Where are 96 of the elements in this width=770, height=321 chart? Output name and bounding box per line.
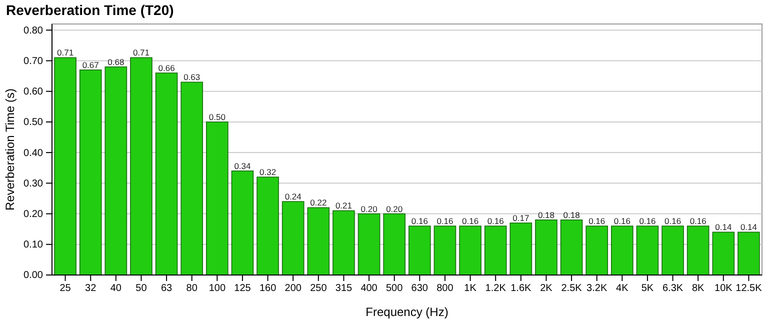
data-label: 0.16 [588, 216, 606, 226]
bar [180, 82, 204, 276]
data-label: 0.17 [512, 212, 530, 223]
data-label: 0.16 [614, 216, 631, 226]
x-tick-label: 315 [335, 283, 352, 294]
bar [510, 222, 532, 276]
bar [155, 72, 178, 276]
bar [307, 207, 330, 276]
bar [636, 226, 659, 276]
y-tick-label: 0.10 [24, 240, 44, 251]
data-label: 0.21 [335, 200, 352, 211]
bar [662, 226, 684, 276]
data-label: 0.71 [57, 48, 74, 58]
bar [358, 213, 380, 276]
x-tick-label: 250 [310, 283, 328, 294]
bar [231, 170, 254, 276]
x-tick-label: 2.5K [561, 283, 582, 294]
x-tick-label: 630 [411, 283, 428, 294]
x-tick-label: 25 [60, 283, 72, 294]
x-tick-label: 63 [160, 283, 173, 294]
x-tick-label: 1.6K [510, 283, 532, 294]
bar [434, 226, 456, 276]
x-tick-label: 500 [386, 283, 404, 294]
x-tick-label: 4K [616, 283, 629, 294]
x-tick-label: 1.2K [485, 283, 506, 294]
x-tick-label: 1K [464, 283, 477, 294]
y-tick-label: 0.80 [24, 25, 44, 36]
x-tick-label: 200 [284, 283, 302, 294]
data-label: 0.67 [82, 60, 100, 70]
data-label: 0.16 [487, 216, 504, 226]
y-tick-label: 0.40 [24, 148, 44, 159]
bar [560, 220, 583, 276]
y-tick-label: 0.50 [24, 117, 44, 128]
data-label: 0.20 [386, 204, 403, 214]
x-tick-label: 100 [208, 283, 226, 294]
data-label: 0.14 [740, 222, 758, 232]
bar [535, 220, 558, 276]
y-axis-title: Reverberation Time (s) [3, 88, 17, 211]
x-tick-label: 3.2K [586, 283, 608, 294]
x-tick-label: 10K [714, 283, 733, 294]
x-tick-label: 12.5K [736, 283, 762, 294]
bar [383, 213, 406, 276]
x-tick-label: 800 [436, 283, 454, 294]
data-label: 0.16 [411, 216, 428, 226]
data-label: 0.16 [664, 216, 682, 226]
bar [459, 226, 482, 276]
bar [79, 70, 102, 276]
bar [256, 176, 279, 276]
y-tick-label: 0.20 [24, 208, 44, 220]
x-tick-label: 6.3K [662, 283, 684, 294]
bar [610, 226, 634, 276]
data-label: 0.16 [436, 216, 454, 226]
bar [738, 232, 760, 276]
data-label: 0.16 [462, 216, 479, 226]
y-tick-label: 0.30 [24, 178, 44, 190]
bar [130, 57, 152, 276]
data-label: 0.34 [234, 160, 252, 171]
bar [282, 201, 304, 276]
x-axis-title: Frequency (Hz) [366, 305, 448, 319]
bar [484, 226, 507, 276]
data-label: 0.18 [538, 210, 555, 220]
x-tick-label: 5K [641, 283, 654, 294]
data-label: 0.66 [158, 62, 176, 73]
data-label: 0.14 [715, 222, 732, 232]
data-label: 0.16 [690, 216, 707, 226]
x-tick-label: 160 [259, 283, 277, 294]
bar [206, 122, 228, 276]
data-label: 0.32 [260, 167, 276, 178]
data-label: 0.71 [132, 48, 150, 58]
x-tick-label: 80 [186, 283, 198, 294]
x-tick-label: 125 [234, 283, 252, 294]
data-label: 0.16 [639, 216, 656, 226]
bar [104, 66, 128, 276]
bar [408, 226, 431, 276]
x-tick-label: 32 [85, 283, 97, 294]
x-tick-label: 2K [540, 283, 553, 294]
data-label: 0.63 [184, 72, 200, 82]
bar [686, 226, 710, 276]
data-label: 0.22 [310, 198, 327, 208]
chart-title: Reverberation Time (T20) [6, 2, 174, 18]
data-label: 0.18 [563, 210, 580, 220]
y-tick-label: 0.00 [24, 270, 44, 282]
bar [586, 226, 608, 276]
x-tick-label: 400 [360, 283, 378, 294]
y-tick-label: 0.70 [24, 56, 44, 67]
y-tick-label: 0.60 [24, 86, 44, 98]
x-tick-label: 40 [110, 283, 122, 294]
data-label: 0.68 [108, 56, 124, 67]
data-label: 0.50 [208, 112, 226, 122]
data-label: 0.24 [284, 192, 302, 202]
bar [712, 232, 735, 276]
x-tick-label: 50 [136, 283, 148, 294]
x-tick-label: 8K [692, 283, 705, 294]
bar [332, 210, 355, 276]
bar [54, 57, 76, 276]
data-label: 0.20 [360, 204, 378, 214]
